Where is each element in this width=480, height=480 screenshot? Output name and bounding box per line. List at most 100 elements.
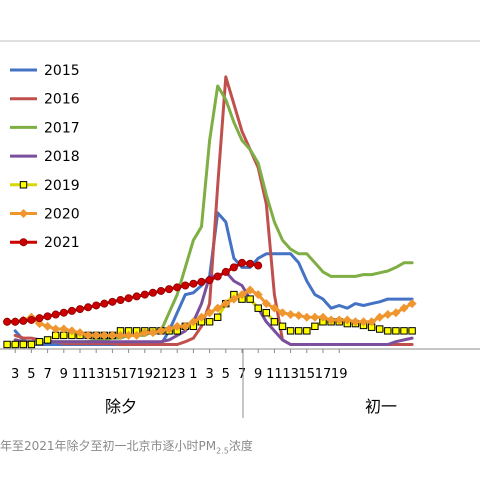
x-tick-label: 9 [254, 367, 262, 382]
x-tick-label: 17 [120, 367, 137, 382]
series-2020-point [213, 303, 223, 313]
series-2020-point [253, 290, 263, 300]
series-2020-point [342, 315, 352, 325]
series-2021-point [173, 283, 182, 292]
legend-marker-2019 [19, 181, 28, 189]
series-2020-point [148, 328, 158, 338]
series-2020-point [99, 330, 109, 340]
series-2021-point [124, 294, 133, 303]
x-tick-label: 11 [266, 367, 283, 382]
series-2019-point [270, 318, 279, 326]
x-tick-label: 13 [88, 367, 105, 382]
series-2020-point [229, 294, 239, 304]
x-tick-label: 19 [331, 367, 348, 382]
series-2021-point [156, 286, 165, 295]
series-2020-point [164, 324, 174, 334]
series-2021-point [197, 277, 206, 286]
series-2020-point [59, 324, 69, 334]
series-2019-point [311, 322, 319, 331]
legend-label-2016: 2016 [44, 92, 80, 108]
series-2019-point [246, 295, 254, 303]
series-2021-point [237, 258, 246, 267]
series-2019-point [303, 327, 311, 335]
x-tick-label: 3 [205, 367, 213, 382]
x-group-label: 除夕 [105, 397, 137, 416]
series-2021-point [84, 303, 93, 312]
series-2020-point [188, 317, 198, 327]
series-2021-point [108, 297, 117, 306]
legend-marker-2021 [19, 238, 28, 247]
series-2020-point [334, 315, 344, 325]
x-tick-label: 17 [315, 367, 332, 382]
series-2019-point [27, 340, 36, 349]
x-tick-label: 21 [153, 367, 170, 382]
x-tick-label: 7 [43, 367, 51, 382]
series-2020-point [350, 317, 360, 327]
series-2020-point [375, 312, 385, 322]
series-2021-point [213, 272, 222, 281]
series-2021-point [132, 292, 141, 301]
series-2019-point [384, 327, 392, 335]
series-2021-point [229, 263, 238, 272]
series-2019-point [43, 336, 52, 344]
x-tick-label: 11 [72, 367, 89, 382]
series-2020-point [91, 330, 101, 340]
series-2021-point [189, 279, 198, 288]
series-2020-point [302, 312, 312, 322]
caption-main: 年至2021年除夕至初一北京市逐小时PM [0, 439, 217, 453]
series-2021-point [181, 281, 190, 290]
caption-sub: 2.5 [216, 446, 229, 456]
series-2021-point [3, 317, 12, 326]
legend-label-2020: 2020 [44, 207, 80, 223]
x-tick-label: 3 [11, 367, 19, 382]
x-tick-label: 9 [60, 367, 68, 382]
series-2020-point [359, 317, 368, 327]
figure-caption: 年至2021年除夕至初一北京市逐小时PM2.5浓度 [0, 437, 480, 455]
series-2020-point [391, 308, 401, 318]
series-2020-point [67, 326, 77, 336]
series-2020-point [51, 324, 61, 334]
series-2019-point [11, 340, 19, 349]
series-2019-point [295, 327, 303, 335]
series-2021-point [35, 314, 44, 323]
x-tick-label: 7 [238, 367, 246, 382]
series-2021-point [11, 317, 20, 326]
legend-label-2019: 2019 [44, 178, 80, 194]
x-tick-label: 15 [299, 367, 316, 382]
series-2021-point [140, 290, 149, 299]
series-2020-point [140, 328, 150, 338]
series-2021-point [148, 288, 157, 297]
series-2021-point [27, 315, 36, 324]
series-2020-point [399, 303, 409, 313]
legend-marker-2020 [19, 209, 28, 218]
series-2019-point [262, 309, 271, 317]
series-2021-point [246, 259, 255, 268]
series-2018-line [13, 270, 414, 346]
series-2020-point [269, 303, 279, 313]
series-2019-point [19, 340, 28, 349]
series-2020-point [107, 330, 117, 340]
series-2019-point [214, 313, 222, 321]
series-2021-point [116, 296, 125, 305]
series-2019-point [35, 338, 44, 346]
series-2019-point [392, 327, 400, 335]
series-2021-point [221, 267, 230, 276]
series-2020-point [83, 330, 93, 340]
series-2021-point [254, 261, 263, 270]
legend-label-2021: 2021 [44, 235, 80, 251]
series-2020-point [237, 290, 247, 300]
series-2020-point [75, 328, 85, 338]
series-2021-point [205, 276, 214, 285]
series-2021-point [67, 306, 76, 315]
series-2020-point [124, 330, 134, 340]
series-2020-point [326, 315, 336, 325]
x-tick-label: 5 [27, 367, 35, 382]
series-2020-point [294, 310, 304, 320]
x-tick-label: 5 [222, 367, 230, 382]
series-2020-point [116, 330, 125, 340]
series-2021-point [92, 301, 101, 310]
series-2020-point [205, 308, 215, 318]
x-tick-label: 23 [169, 367, 186, 382]
series-2019-point [286, 327, 295, 335]
